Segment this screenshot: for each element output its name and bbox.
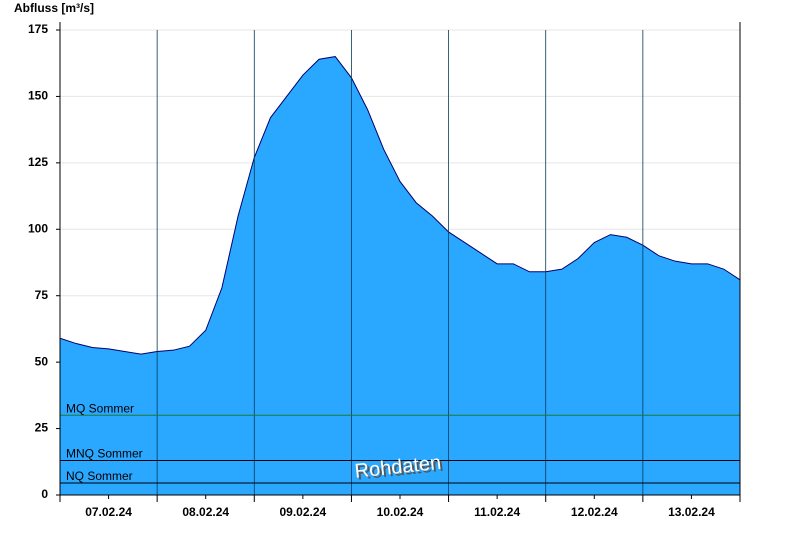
y-tick-label: 50 xyxy=(35,354,49,368)
threshold-label: MQ Sommer xyxy=(66,401,134,415)
y-tick-label: 100 xyxy=(28,221,48,235)
area xyxy=(60,56,740,495)
x-tick-label: 08.02.24 xyxy=(182,505,229,519)
x-tick-label: 10.02.24 xyxy=(377,505,424,519)
y-tick-label: 0 xyxy=(41,487,48,501)
line xyxy=(59,56,741,355)
x-tick-label: 07.02.24 xyxy=(85,505,132,519)
y-tick-label: 175 xyxy=(28,22,48,36)
chart-title: Abfluss [m³/s] xyxy=(14,1,94,15)
x-tick-label: 13.02.24 xyxy=(668,505,715,519)
x-tick-label: 09.02.24 xyxy=(279,505,326,519)
y-tick-label: 150 xyxy=(28,89,48,103)
y-tick-label: 25 xyxy=(35,421,49,435)
y-tick-label: 125 xyxy=(28,155,48,169)
y-tick-label: 75 xyxy=(35,288,49,302)
x-tick-label: 12.02.24 xyxy=(571,505,618,519)
threshold-label: NQ Sommer xyxy=(66,469,133,483)
x-tick-label: 11.02.24 xyxy=(474,505,520,519)
threshold-label: MNQ Sommer xyxy=(66,447,143,461)
